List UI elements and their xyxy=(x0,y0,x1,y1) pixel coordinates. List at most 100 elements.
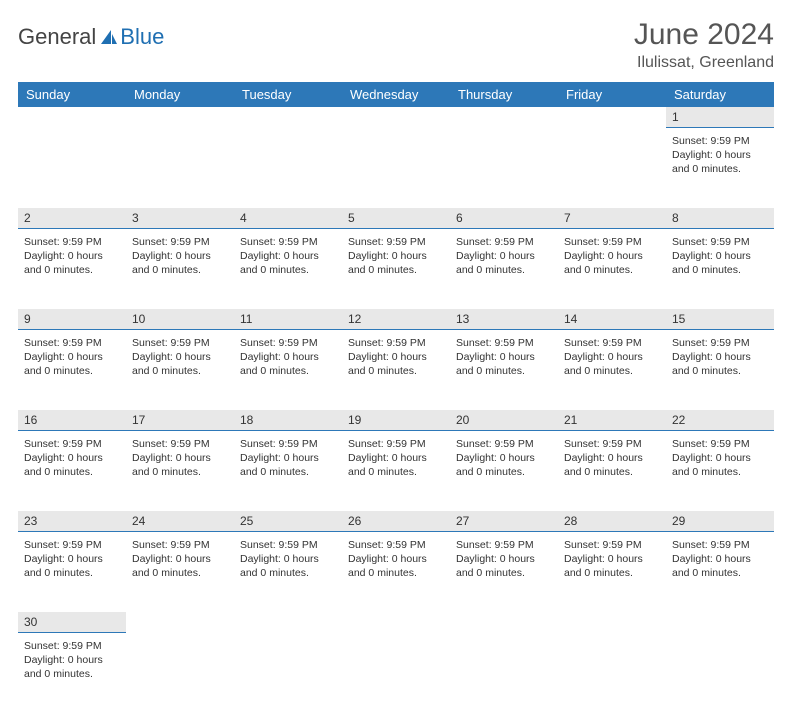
day-content xyxy=(558,128,666,142)
day-content-cell: Sunset: 9:59 PM Daylight: 0 hours and 0 … xyxy=(126,229,234,309)
day-content: Sunset: 9:59 PM Daylight: 0 hours and 0 … xyxy=(342,431,450,488)
day-number: 26 xyxy=(342,511,450,532)
day-content xyxy=(234,633,342,647)
day-content xyxy=(234,128,342,142)
day-number-cell xyxy=(558,107,666,128)
day-number-cell: 26 xyxy=(342,511,450,532)
day-content xyxy=(666,633,774,647)
day-content: Sunset: 9:59 PM Daylight: 0 hours and 0 … xyxy=(666,128,774,185)
day-number-cell: 9 xyxy=(18,309,126,330)
day-number: 11 xyxy=(234,309,342,330)
day-number: 18 xyxy=(234,410,342,431)
day-content-cell: Sunset: 9:59 PM Daylight: 0 hours and 0 … xyxy=(666,431,774,511)
day-content-cell: Sunset: 9:59 PM Daylight: 0 hours and 0 … xyxy=(666,229,774,309)
day-number-cell: 20 xyxy=(450,410,558,431)
day-number-cell: 19 xyxy=(342,410,450,431)
page-header: GeneralBlue June 2024 Ilulissat, Greenla… xyxy=(18,18,774,72)
day-content: Sunset: 9:59 PM Daylight: 0 hours and 0 … xyxy=(234,431,342,488)
day-content xyxy=(18,128,126,142)
day-number-cell xyxy=(126,107,234,128)
day-content-cell: Sunset: 9:59 PM Daylight: 0 hours and 0 … xyxy=(342,229,450,309)
day-number xyxy=(666,612,774,618)
day-number: 23 xyxy=(18,511,126,532)
day-content: Sunset: 9:59 PM Daylight: 0 hours and 0 … xyxy=(342,330,450,387)
day-content-cell xyxy=(450,633,558,713)
calendar-body: 1Sunset: 9:59 PM Daylight: 0 hours and 0… xyxy=(18,107,774,713)
daynum-row: 30 xyxy=(18,612,774,633)
day-content xyxy=(342,128,450,142)
day-content-cell: Sunset: 9:59 PM Daylight: 0 hours and 0 … xyxy=(450,532,558,612)
day-number-cell: 24 xyxy=(126,511,234,532)
day-number-cell xyxy=(558,612,666,633)
day-number xyxy=(450,107,558,113)
day-content: Sunset: 9:59 PM Daylight: 0 hours and 0 … xyxy=(558,229,666,286)
day-number xyxy=(558,107,666,113)
day-number xyxy=(126,612,234,618)
day-content xyxy=(558,633,666,647)
day-number: 9 xyxy=(18,309,126,330)
day-number: 4 xyxy=(234,208,342,229)
day-content-cell: Sunset: 9:59 PM Daylight: 0 hours and 0 … xyxy=(126,330,234,410)
day-number: 19 xyxy=(342,410,450,431)
day-number-cell: 3 xyxy=(126,208,234,229)
day-content-cell: Sunset: 9:59 PM Daylight: 0 hours and 0 … xyxy=(450,330,558,410)
day-number-cell xyxy=(450,612,558,633)
day-number xyxy=(234,612,342,618)
day-content xyxy=(342,633,450,647)
brand-part1: General xyxy=(18,24,96,50)
weekday-header: Sunday xyxy=(18,82,126,107)
calendar-page: GeneralBlue June 2024 Ilulissat, Greenla… xyxy=(0,0,792,713)
day-number: 25 xyxy=(234,511,342,532)
day-content-cell: Sunset: 9:59 PM Daylight: 0 hours and 0 … xyxy=(234,229,342,309)
weekday-header: Thursday xyxy=(450,82,558,107)
day-content-cell: Sunset: 9:59 PM Daylight: 0 hours and 0 … xyxy=(234,532,342,612)
day-content-cell: Sunset: 9:59 PM Daylight: 0 hours and 0 … xyxy=(234,431,342,511)
day-number: 24 xyxy=(126,511,234,532)
day-number: 30 xyxy=(18,612,126,633)
day-number-cell: 22 xyxy=(666,410,774,431)
day-number-cell: 12 xyxy=(342,309,450,330)
weekday-header: Monday xyxy=(126,82,234,107)
day-content: Sunset: 9:59 PM Daylight: 0 hours and 0 … xyxy=(18,431,126,488)
brand-part2: Blue xyxy=(120,24,164,50)
day-content-cell: Sunset: 9:59 PM Daylight: 0 hours and 0 … xyxy=(666,330,774,410)
daynum-row: 2345678 xyxy=(18,208,774,229)
day-content-cell: Sunset: 9:59 PM Daylight: 0 hours and 0 … xyxy=(666,532,774,612)
day-content-cell: Sunset: 9:59 PM Daylight: 0 hours and 0 … xyxy=(342,431,450,511)
day-number: 28 xyxy=(558,511,666,532)
day-number xyxy=(450,612,558,618)
day-content: Sunset: 9:59 PM Daylight: 0 hours and 0 … xyxy=(558,431,666,488)
day-content xyxy=(126,128,234,142)
day-number: 2 xyxy=(18,208,126,229)
day-content xyxy=(450,633,558,647)
day-content: Sunset: 9:59 PM Daylight: 0 hours and 0 … xyxy=(126,330,234,387)
day-content: Sunset: 9:59 PM Daylight: 0 hours and 0 … xyxy=(342,532,450,589)
day-content: Sunset: 9:59 PM Daylight: 0 hours and 0 … xyxy=(234,330,342,387)
day-content-cell: Sunset: 9:59 PM Daylight: 0 hours and 0 … xyxy=(18,532,126,612)
day-number: 10 xyxy=(126,309,234,330)
day-content: Sunset: 9:59 PM Daylight: 0 hours and 0 … xyxy=(18,633,126,690)
day-content-cell xyxy=(126,128,234,208)
day-number-cell: 16 xyxy=(18,410,126,431)
weekday-header: Saturday xyxy=(666,82,774,107)
day-number: 13 xyxy=(450,309,558,330)
calendar-table: SundayMondayTuesdayWednesdayThursdayFrid… xyxy=(18,82,774,713)
day-content xyxy=(450,128,558,142)
day-number: 16 xyxy=(18,410,126,431)
day-content: Sunset: 9:59 PM Daylight: 0 hours and 0 … xyxy=(450,532,558,589)
day-content: Sunset: 9:59 PM Daylight: 0 hours and 0 … xyxy=(18,229,126,286)
day-content: Sunset: 9:59 PM Daylight: 0 hours and 0 … xyxy=(234,229,342,286)
day-content-cell: Sunset: 9:59 PM Daylight: 0 hours and 0 … xyxy=(342,330,450,410)
day-content-cell xyxy=(558,633,666,713)
day-content: Sunset: 9:59 PM Daylight: 0 hours and 0 … xyxy=(450,229,558,286)
sail-icon xyxy=(99,28,119,46)
day-content-cell xyxy=(342,128,450,208)
day-number-cell: 8 xyxy=(666,208,774,229)
daynum-row: 9101112131415 xyxy=(18,309,774,330)
day-content-cell xyxy=(666,633,774,713)
day-number-cell: 25 xyxy=(234,511,342,532)
day-number-cell: 10 xyxy=(126,309,234,330)
daynum-row: 23242526272829 xyxy=(18,511,774,532)
day-content-cell: Sunset: 9:59 PM Daylight: 0 hours and 0 … xyxy=(18,431,126,511)
day-content-cell: Sunset: 9:59 PM Daylight: 0 hours and 0 … xyxy=(450,229,558,309)
